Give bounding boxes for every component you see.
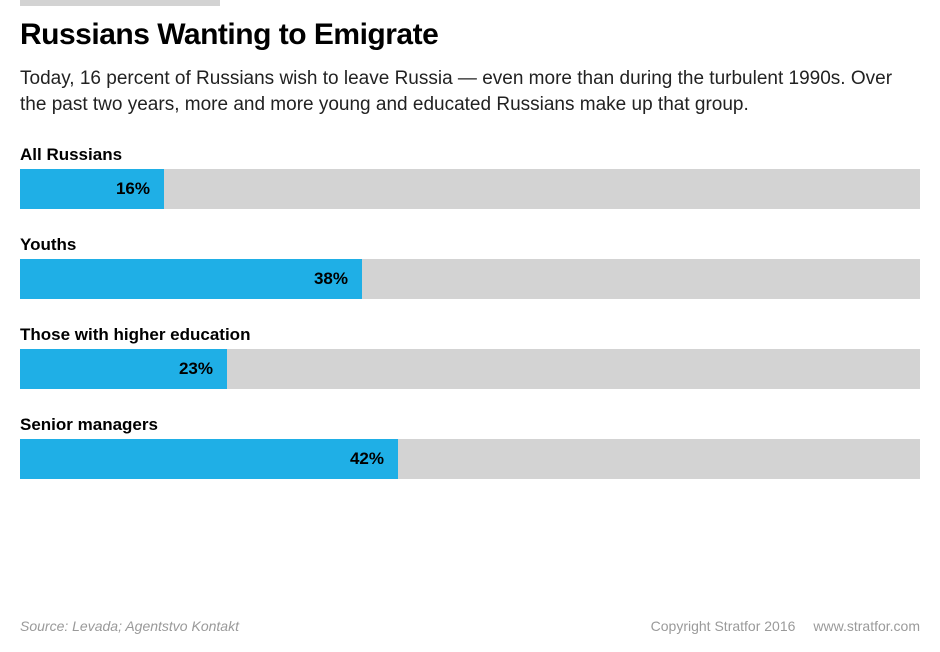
bar-value: 38% — [314, 269, 348, 289]
footer: Source: Levada; Agentstvo Kontakt Copyri… — [20, 618, 920, 634]
page-subtitle: Today, 16 percent of Russians wish to le… — [20, 66, 920, 117]
bar-label: Those with higher education — [20, 325, 920, 345]
bar-track: 38% — [20, 259, 920, 299]
bar-value: 23% — [179, 359, 213, 379]
bar-value: 42% — [350, 449, 384, 469]
footer-url: www.stratfor.com — [813, 618, 920, 634]
bar-group: Youths 38% — [20, 235, 920, 299]
bar-track: 42% — [20, 439, 920, 479]
bar-fill: 16% — [20, 169, 164, 209]
bar-group: Those with higher education 23% — [20, 325, 920, 389]
bar-group: Senior managers 42% — [20, 415, 920, 479]
footer-source: Source: Levada; Agentstvo Kontakt — [20, 618, 239, 634]
bar-label: Youths — [20, 235, 920, 255]
bar-value: 16% — [116, 179, 150, 199]
footer-copyright: Copyright Stratfor 2016 — [651, 618, 796, 634]
bar-label: All Russians — [20, 145, 920, 165]
bar-track: 23% — [20, 349, 920, 389]
bar-track: 16% — [20, 169, 920, 209]
bar-fill: 42% — [20, 439, 398, 479]
bar-group: All Russians 16% — [20, 145, 920, 209]
top-rule — [20, 0, 220, 6]
bar-fill: 38% — [20, 259, 362, 299]
bar-label: Senior managers — [20, 415, 920, 435]
page-title: Russians Wanting to Emigrate — [20, 18, 920, 52]
bar-fill: 23% — [20, 349, 227, 389]
bar-chart: All Russians 16% Youths 38% Those with h… — [20, 145, 920, 479]
